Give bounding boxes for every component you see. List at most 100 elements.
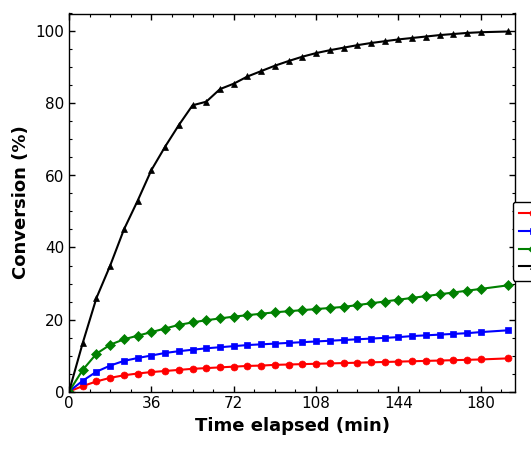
85_Eco-A_700 — [286, 362, 292, 367]
85_Eco-A_700 — [327, 361, 333, 366]
166_Eco-A_750 — [313, 339, 319, 344]
167_Eco-A_800 — [190, 320, 196, 325]
166_Eco-A_750 — [464, 330, 470, 336]
190_Eco-A_900 — [505, 29, 511, 34]
167_Eco-A_800 — [477, 286, 484, 292]
Y-axis label: Conversion (%): Conversion (%) — [12, 126, 30, 279]
167_Eco-A_800 — [258, 311, 264, 316]
85_Eco-A_700 — [230, 364, 237, 369]
85_Eco-A_700 — [80, 383, 86, 389]
X-axis label: Time elapsed (min): Time elapsed (min) — [194, 417, 390, 435]
166_Eco-A_750 — [450, 331, 457, 337]
85_Eco-A_700 — [176, 367, 182, 373]
166_Eco-A_750 — [409, 333, 415, 339]
167_Eco-A_800 — [409, 295, 415, 301]
167_Eco-A_800 — [436, 292, 443, 297]
190_Eco-A_900 — [313, 50, 319, 56]
190_Eco-A_900 — [230, 81, 237, 86]
85_Eco-A_700 — [148, 369, 155, 375]
166_Eco-A_750 — [93, 369, 100, 374]
85_Eco-A_700 — [203, 365, 209, 371]
190_Eco-A_900 — [258, 68, 264, 74]
167_Eco-A_800 — [368, 301, 374, 306]
167_Eco-A_800 — [354, 302, 361, 308]
85_Eco-A_700 — [436, 358, 443, 363]
166_Eco-A_750 — [423, 333, 429, 338]
190_Eco-A_900 — [450, 32, 457, 37]
166_Eco-A_750 — [272, 341, 278, 346]
190_Eco-A_900 — [121, 227, 127, 232]
167_Eco-A_800 — [134, 333, 141, 338]
190_Eco-A_900 — [299, 54, 305, 59]
85_Eco-A_700 — [381, 359, 388, 364]
167_Eco-A_800 — [327, 305, 333, 310]
166_Eco-A_750 — [505, 328, 511, 333]
167_Eco-A_800 — [66, 389, 72, 394]
190_Eco-A_900 — [176, 122, 182, 128]
167_Eco-A_800 — [80, 367, 86, 373]
167_Eco-A_800 — [505, 283, 511, 288]
85_Eco-A_700 — [244, 363, 251, 369]
85_Eco-A_700 — [464, 357, 470, 363]
166_Eco-A_750 — [354, 337, 361, 342]
167_Eco-A_800 — [272, 310, 278, 315]
166_Eco-A_750 — [176, 348, 182, 354]
167_Eco-A_800 — [121, 337, 127, 342]
85_Eco-A_700 — [477, 357, 484, 362]
167_Eco-A_800 — [286, 309, 292, 314]
190_Eco-A_900 — [286, 58, 292, 64]
85_Eco-A_700 — [450, 357, 457, 363]
190_Eco-A_900 — [203, 99, 209, 104]
167_Eco-A_800 — [340, 304, 347, 310]
167_Eco-A_800 — [176, 322, 182, 328]
Legend: 85_Eco-A_700, 166_Eco-A_750, 167_Eco-A_800, 190_Eco-A_900: 85_Eco-A_700, 166_Eco-A_750, 167_Eco-A_8… — [513, 202, 531, 281]
190_Eco-A_900 — [354, 42, 361, 48]
166_Eco-A_750 — [162, 350, 168, 356]
190_Eco-A_900 — [423, 34, 429, 39]
85_Eco-A_700 — [66, 389, 72, 394]
190_Eco-A_900 — [436, 32, 443, 38]
166_Eco-A_750 — [107, 363, 114, 368]
166_Eco-A_750 — [381, 335, 388, 341]
190_Eco-A_900 — [381, 39, 388, 44]
166_Eco-A_750 — [286, 340, 292, 346]
167_Eco-A_800 — [423, 293, 429, 299]
85_Eco-A_700 — [313, 361, 319, 366]
85_Eco-A_700 — [354, 360, 361, 365]
190_Eco-A_900 — [107, 263, 114, 268]
85_Eco-A_700 — [107, 375, 114, 381]
167_Eco-A_800 — [107, 342, 114, 347]
167_Eco-A_800 — [203, 318, 209, 323]
166_Eco-A_750 — [327, 338, 333, 343]
190_Eco-A_900 — [477, 30, 484, 35]
166_Eco-A_750 — [203, 346, 209, 351]
85_Eco-A_700 — [368, 360, 374, 365]
190_Eco-A_900 — [464, 30, 470, 36]
190_Eco-A_900 — [190, 103, 196, 108]
166_Eco-A_750 — [340, 338, 347, 343]
167_Eco-A_800 — [395, 297, 401, 302]
85_Eco-A_700 — [93, 379, 100, 384]
190_Eco-A_900 — [66, 389, 72, 394]
167_Eco-A_800 — [381, 299, 388, 304]
166_Eco-A_750 — [148, 353, 155, 358]
190_Eco-A_900 — [80, 340, 86, 346]
85_Eco-A_700 — [190, 366, 196, 372]
167_Eco-A_800 — [93, 351, 100, 356]
167_Eco-A_800 — [217, 316, 223, 321]
Line: 190_Eco-A_900: 190_Eco-A_900 — [65, 28, 512, 395]
85_Eco-A_700 — [423, 358, 429, 364]
190_Eco-A_900 — [93, 295, 100, 301]
85_Eco-A_700 — [162, 368, 168, 373]
167_Eco-A_800 — [450, 290, 457, 295]
190_Eco-A_900 — [148, 167, 155, 173]
167_Eco-A_800 — [299, 307, 305, 313]
190_Eco-A_900 — [162, 144, 168, 149]
166_Eco-A_750 — [121, 358, 127, 364]
166_Eco-A_750 — [258, 342, 264, 347]
Line: 166_Eco-A_750: 166_Eco-A_750 — [65, 327, 512, 395]
190_Eco-A_900 — [327, 48, 333, 53]
190_Eco-A_900 — [368, 40, 374, 46]
166_Eco-A_750 — [244, 342, 251, 348]
85_Eco-A_700 — [395, 359, 401, 364]
